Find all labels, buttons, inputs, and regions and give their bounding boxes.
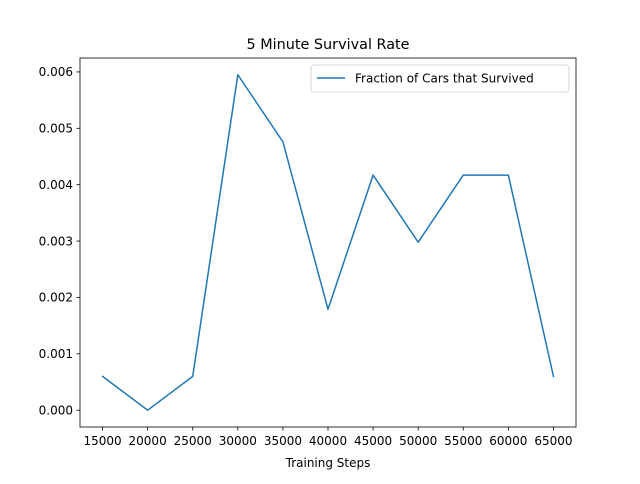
x-tick-label-0: 15000 [83, 434, 121, 448]
y-tick-label-6: 0.006 [39, 65, 73, 79]
x-tick-label-5: 40000 [309, 434, 347, 448]
x-tick-label-3: 30000 [219, 434, 257, 448]
x-tick-label-7: 50000 [399, 434, 437, 448]
y-tick-label-5: 0.005 [39, 122, 73, 136]
chart-title: 5 Minute Survival Rate [246, 37, 409, 53]
plot-area: 15000 20000 25000 30000 35000 40000 45000 50000… [39, 57, 577, 448]
legend-label-0: Fraction of Cars that Survived [355, 72, 534, 86]
y-tick-label-3: 0.003 [39, 234, 73, 248]
x-tick-label-8: 55000 [444, 434, 482, 448]
x-tick-label-10: 65000 [534, 434, 572, 448]
x-tick-label-4: 35000 [264, 434, 302, 448]
legend-box [310, 64, 570, 93]
y-tick-label-1: 0.001 [39, 347, 73, 361]
x-axis-label: Training Steps [285, 456, 371, 470]
y-tick-label-4: 0.004 [39, 178, 73, 192]
y-tick-label-0: 0.000 [39, 403, 73, 417]
series-line-0 [101, 73, 555, 411]
x-tick-label-2: 25000 [174, 434, 212, 448]
x-tick-label-6: 45000 [354, 434, 392, 448]
y-tick-label-2: 0.002 [39, 291, 73, 305]
x-tick-label-1: 20000 [129, 434, 167, 448]
x-tick-label-9: 60000 [489, 434, 527, 448]
